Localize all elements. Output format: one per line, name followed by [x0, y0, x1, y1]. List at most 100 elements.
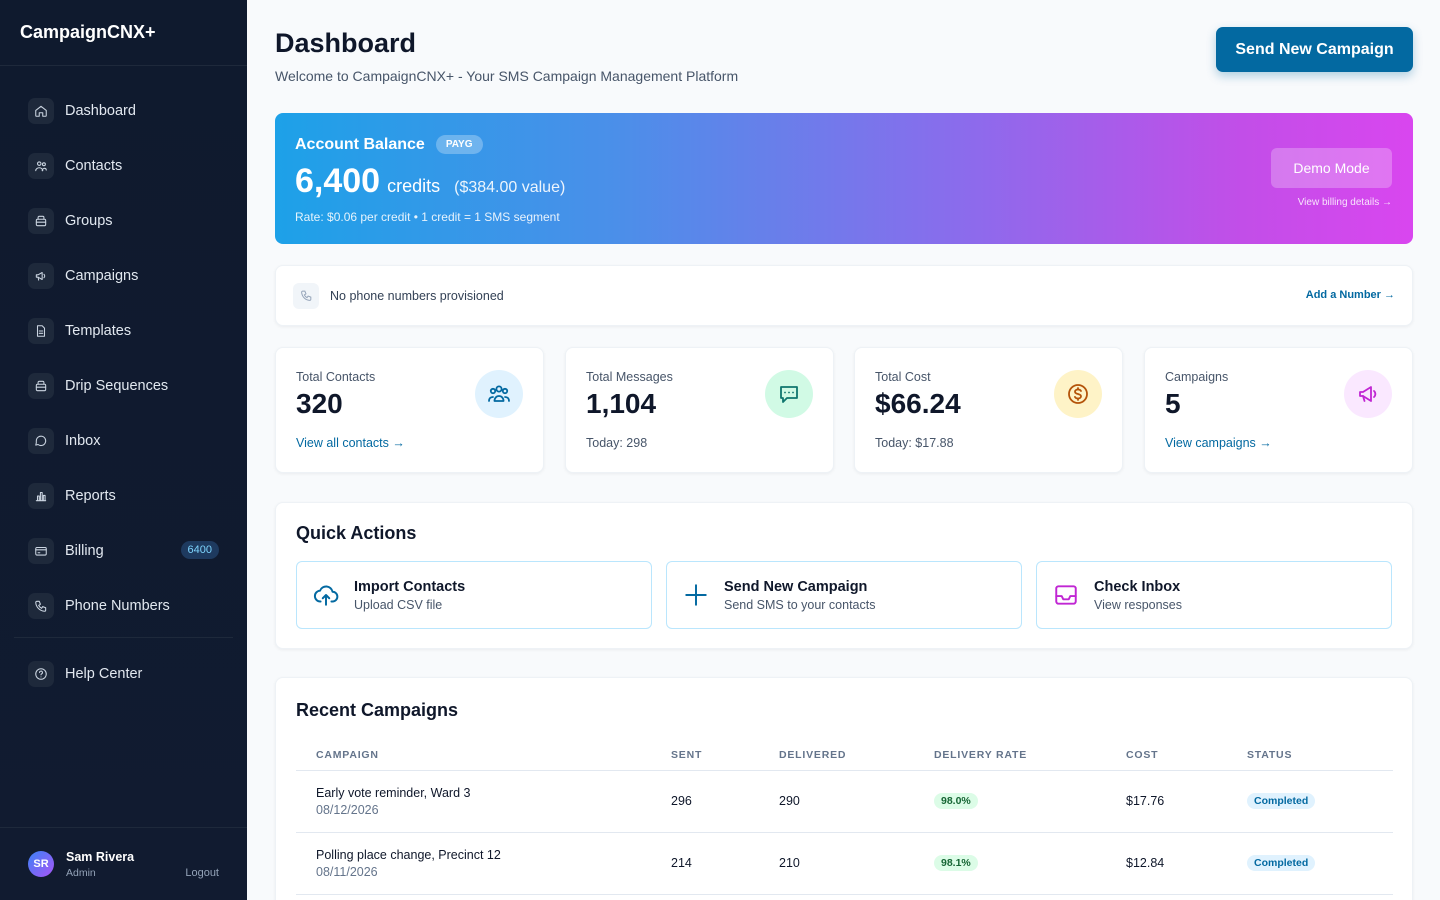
logout-link[interactable]: Logout	[185, 867, 219, 879]
phone-numbers-notice: No phone numbers provisioned Add a Numbe…	[275, 265, 1413, 326]
card-icon	[28, 537, 54, 564]
check-inbox-action[interactable]: Check Inbox View responses	[1036, 561, 1392, 629]
plus-icon	[685, 584, 707, 606]
user-profile: SR Sam Rivera Admin Logout	[0, 827, 247, 900]
campaign-date: 08/12/2026	[316, 802, 379, 817]
column-header[interactable]: CAMPAIGN	[296, 740, 651, 771]
stat-value: 1,104	[586, 388, 657, 419]
user-role: Admin	[66, 866, 96, 879]
stat-value: $66.24	[875, 388, 961, 419]
sidebar-divider	[14, 637, 233, 638]
stat-label: Total Cost	[875, 370, 931, 384]
sidebar-nav: Dashboard Contacts Groups Campaigns Temp…	[0, 66, 247, 701]
sidebar-item-drip-sequences[interactable]: Drip Sequences	[0, 358, 247, 413]
page-subtitle: Welcome to CampaignCNX+ - Your SMS Campa…	[275, 68, 739, 84]
sidebar-item-label: Help Center	[65, 665, 143, 682]
campaign-name[interactable]: Early vote reminder, Ward 3	[316, 785, 471, 800]
stat-card-campaigns: Campaigns 5 View campaigns →	[1144, 347, 1413, 473]
delivery-rate-badge: 98.0%	[934, 793, 978, 809]
megaphone-icon	[28, 262, 54, 289]
sidebar-item-label: Drip Sequences	[65, 377, 169, 394]
sidebar-item-label: Reports	[65, 487, 116, 504]
stat-footnote: Today: 298	[586, 436, 648, 450]
action-subtitle: Send SMS to your contacts	[724, 597, 876, 612]
sidebar-item-dashboard[interactable]: Dashboard	[0, 83, 247, 138]
campaign-name[interactable]: Polling place change, Precinct 12	[316, 847, 501, 862]
inbox-icon	[1055, 585, 1077, 605]
sidebar-item-label: Templates	[65, 322, 132, 339]
sidebar-item-label: Billing	[65, 542, 104, 559]
sidebar-item-label: Dashboard	[65, 102, 136, 119]
recent-campaigns-panel: Recent Campaigns CAMPAIGN SENT DELIVERED…	[275, 677, 1413, 900]
folder-icon	[28, 207, 54, 234]
add-number-link[interactable]: Add a Number →	[1305, 289, 1395, 301]
stat-value: 5	[1165, 388, 1181, 419]
view-campaigns-link[interactable]: View campaigns →	[1165, 436, 1272, 450]
balance-rate: Rate: $0.06 per credit • 1 credit = 1 SM…	[295, 210, 560, 224]
sidebar-item-label: Inbox	[65, 432, 101, 449]
balance-credits: 6,400	[295, 162, 381, 200]
sidebar-item-contacts[interactable]: Contacts	[0, 138, 247, 193]
column-header[interactable]: DELIVERED	[759, 740, 914, 771]
sidebar-item-billing[interactable]: Billing 6400	[0, 523, 247, 578]
sidebar-item-label: Phone Numbers	[65, 597, 170, 614]
stat-card-total-messages: Total Messages 1,104 Today: 298	[565, 347, 834, 473]
recent-campaigns-table: CAMPAIGN SENT DELIVERED DELIVERY RATE CO…	[296, 740, 1393, 895]
sidebar-item-reports[interactable]: Reports	[0, 468, 247, 523]
sidebar: CampaignCNX+ Dashboard Contacts Groups C…	[0, 0, 247, 900]
view-all-contacts-link[interactable]: View all contacts →	[296, 436, 405, 450]
stat-label: Total Messages	[586, 370, 673, 384]
sidebar-item-phone-numbers[interactable]: Phone Numbers	[0, 578, 247, 633]
send-campaign-action[interactable]: Send New Campaign Send SMS to your conta…	[666, 561, 1022, 629]
chat-icon	[765, 370, 813, 418]
sidebar-item-label: Groups	[65, 212, 113, 229]
column-header[interactable]: DELIVERY RATE	[914, 740, 1106, 771]
sidebar-item-groups[interactable]: Groups	[0, 193, 247, 248]
bar-chart-icon	[28, 482, 54, 509]
cost-value: $12.84	[1106, 832, 1227, 895]
megaphone-icon	[1344, 370, 1392, 418]
sidebar-item-inbox[interactable]: Inbox	[0, 413, 247, 468]
status-badge: Completed	[1247, 793, 1316, 809]
stat-value: 320	[296, 388, 343, 419]
sidebar-item-campaigns[interactable]: Campaigns	[0, 248, 247, 303]
sidebar-item-label: Campaigns	[65, 267, 139, 284]
document-icon	[28, 317, 54, 344]
view-billing-link[interactable]: View billing details →	[1297, 197, 1392, 208]
billing-credits-badge: 6400	[180, 541, 219, 559]
campaign-date: 08/11/2026	[316, 864, 378, 879]
phone-icon	[28, 592, 54, 619]
send-new-campaign-button[interactable]: Send New Campaign	[1216, 27, 1413, 72]
balance-unit: credits	[387, 176, 441, 196]
home-icon	[28, 97, 54, 124]
column-header[interactable]: SENT	[651, 740, 759, 771]
table-row[interactable]: Early vote reminder, Ward 3 08/12/2026 29…	[296, 770, 1393, 833]
column-header[interactable]: STATUS	[1227, 740, 1393, 771]
page-title: Dashboard	[275, 28, 417, 58]
sidebar-item-label: Contacts	[65, 157, 123, 174]
chat-icon	[28, 427, 54, 454]
account-balance-card: Account Balance PAYG 6,400 credits ($384…	[275, 113, 1413, 244]
sidebar-item-templates[interactable]: Templates	[0, 303, 247, 358]
table-row[interactable]: Polling place change, Precinct 12 08/11/2…	[296, 832, 1393, 895]
brand-logo[interactable]: CampaignCNX+	[0, 0, 247, 66]
recent-campaigns-title: Recent Campaigns	[296, 700, 459, 720]
users-icon	[475, 370, 523, 418]
quick-actions-title: Quick Actions	[296, 523, 417, 543]
quick-actions-panel: Quick Actions Import Contacts Upload CSV…	[275, 502, 1413, 649]
delivered-count: 290	[759, 770, 914, 833]
avatar[interactable]: SR	[28, 851, 54, 877]
cost-value: $17.76	[1106, 770, 1227, 833]
sent-count: 296	[651, 770, 759, 833]
column-header[interactable]: COST	[1106, 740, 1227, 771]
import-contacts-action[interactable]: Import Contacts Upload CSV file	[296, 561, 652, 629]
help-icon	[28, 660, 54, 687]
balance-value: ($384.00 value)	[454, 179, 566, 196]
demo-mode-button[interactable]: Demo Mode	[1271, 148, 1392, 188]
stat-label: Total Contacts	[296, 370, 376, 384]
stat-footnote: Today: $17.88	[875, 436, 954, 450]
sent-count: 214	[651, 832, 759, 895]
action-subtitle: View responses	[1094, 597, 1183, 612]
sidebar-item-help-center[interactable]: Help Center	[0, 646, 247, 701]
action-title: Send New Campaign	[724, 578, 868, 595]
